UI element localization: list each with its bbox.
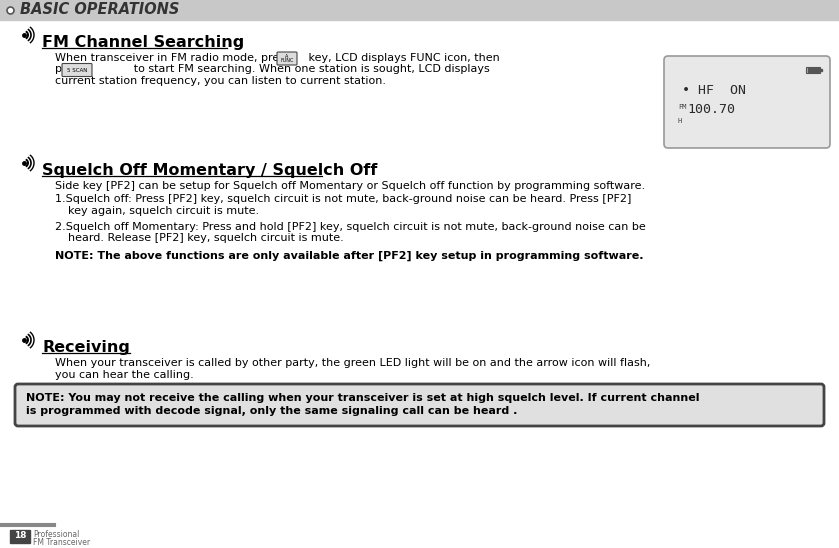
Text: press              to start FM searching. When one station is sought, LCD displa: press to start FM searching. When one st… — [55, 65, 490, 75]
Text: NOTE: You may not receive the calling when your transceiver is set at high squel: NOTE: You may not receive the calling wh… — [26, 393, 700, 403]
Bar — [806, 67, 820, 73]
FancyBboxPatch shape — [15, 384, 824, 426]
FancyBboxPatch shape — [664, 56, 830, 148]
Bar — [10, 530, 30, 543]
Text: 5 SCAN: 5 SCAN — [67, 67, 87, 72]
Bar — [820, 69, 822, 71]
Text: Professional: Professional — [33, 530, 80, 539]
Text: key again, squelch circuit is mute.: key again, squelch circuit is mute. — [68, 206, 259, 216]
Text: 2.Squelch off Momentary: Press and hold [PF2] key, squelch circuit is not mute, : 2.Squelch off Momentary: Press and hold … — [55, 221, 646, 231]
Text: FM Channel Searching: FM Channel Searching — [42, 35, 244, 50]
Text: heard. Release [PF2] key, squelch circuit is mute.: heard. Release [PF2] key, squelch circui… — [68, 233, 344, 243]
Text: H: H — [678, 118, 682, 124]
Bar — [807, 68, 810, 72]
Text: When your transceiver is called by other party, the green LED light will be on a: When your transceiver is called by other… — [55, 358, 650, 368]
Text: BASIC OPERATIONS: BASIC OPERATIONS — [20, 3, 180, 18]
FancyBboxPatch shape — [277, 52, 297, 65]
Text: NOTE: The above functions are only available after [PF2] key setup in programmin: NOTE: The above functions are only avail… — [55, 250, 644, 261]
Text: is programmed with decode signal, only the same signaling call can be heard .: is programmed with decode signal, only t… — [26, 406, 518, 415]
Text: 1.Squelch off: Press [PF2] key, squelch circuit is not mute, back-ground noise c: 1.Squelch off: Press [PF2] key, squelch … — [55, 195, 632, 204]
Text: Receiving: Receiving — [42, 340, 130, 355]
Text: current station frequency, you can listen to current station.: current station frequency, you can liste… — [55, 76, 386, 86]
Bar — [0, 0, 839, 20]
Text: A
FUNC: A FUNC — [280, 54, 294, 63]
Text: 100.70: 100.70 — [687, 103, 735, 116]
FancyBboxPatch shape — [62, 64, 92, 77]
Text: • HF  ON: • HF ON — [682, 84, 746, 97]
Text: Squelch Off Momentary / Squelch Off: Squelch Off Momentary / Squelch Off — [42, 163, 378, 178]
Text: FM Transceiver: FM Transceiver — [33, 538, 90, 547]
Bar — [816, 68, 819, 72]
Text: FM: FM — [678, 104, 686, 110]
Text: you can hear the calling.: you can hear the calling. — [55, 369, 194, 380]
Text: Side key [PF2] can be setup for Squelch off Momentary or Squelch off function by: Side key [PF2] can be setup for Squelch … — [55, 181, 645, 191]
Text: 18: 18 — [13, 532, 26, 540]
Bar — [811, 68, 815, 72]
Text: When transceiver in FM radio mode, press: When transceiver in FM radio mode, press — [55, 53, 291, 63]
Text: key, LCD displays FUNC icon, then: key, LCD displays FUNC icon, then — [284, 53, 500, 63]
